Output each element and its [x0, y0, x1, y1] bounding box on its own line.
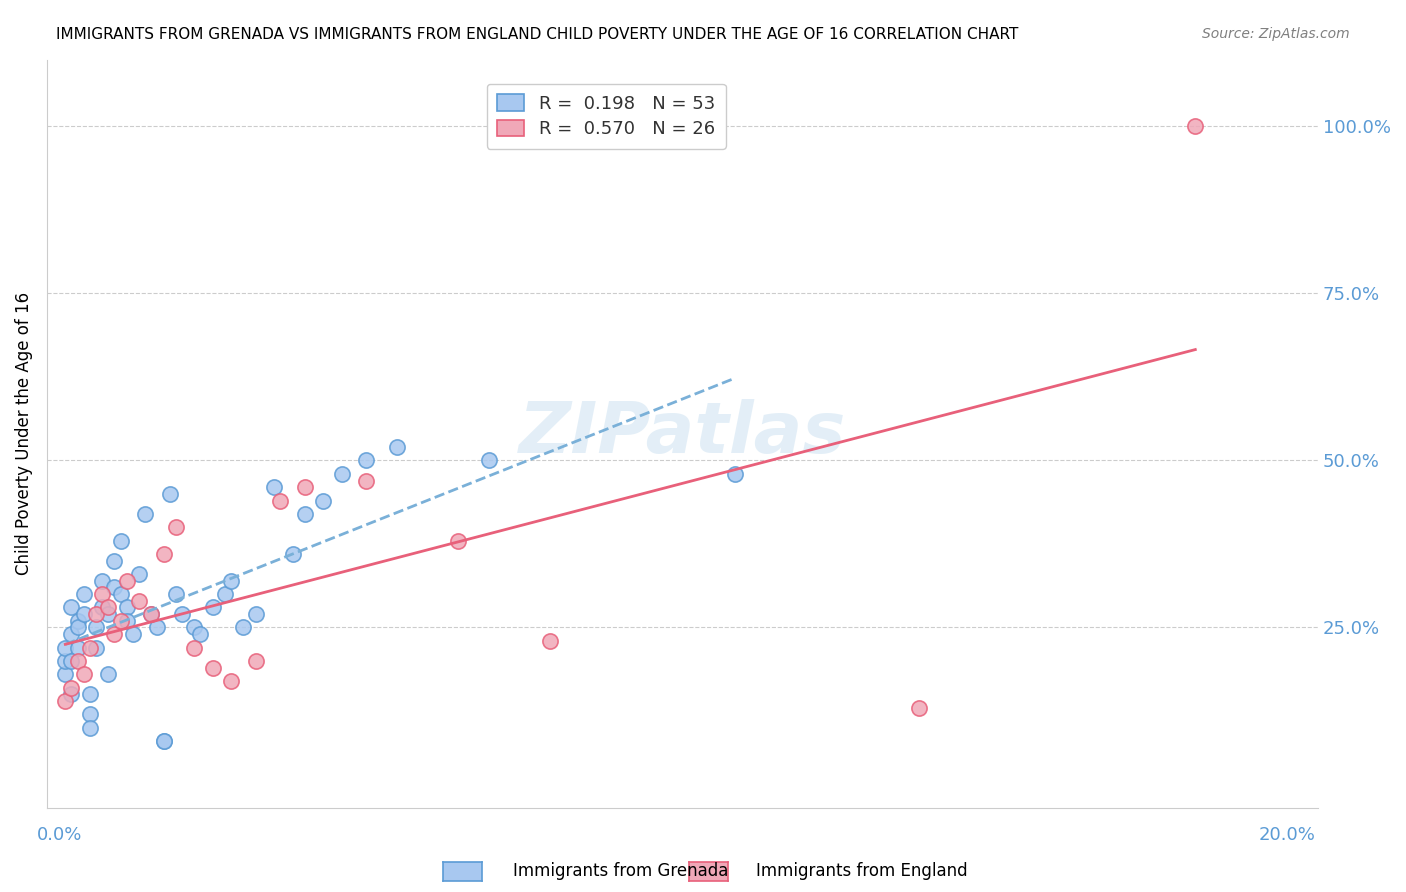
Point	[183, 640, 205, 655]
Point	[190, 627, 212, 641]
Point	[110, 614, 132, 628]
Point	[245, 654, 267, 668]
Point	[84, 640, 107, 655]
Text: ZIPatlas: ZIPatlas	[519, 400, 846, 468]
Point	[330, 467, 353, 481]
Point	[53, 654, 76, 668]
Point	[110, 533, 132, 548]
Point	[478, 453, 501, 467]
Point	[60, 627, 83, 641]
Point	[165, 520, 187, 534]
Text: IMMIGRANTS FROM GRENADA VS IMMIGRANTS FROM ENGLAND CHILD POVERTY UNDER THE AGE O: IMMIGRANTS FROM GRENADA VS IMMIGRANTS FR…	[56, 27, 1018, 42]
Point	[281, 547, 304, 561]
Point	[103, 554, 125, 568]
Point	[97, 667, 120, 681]
Point	[60, 681, 83, 695]
Point	[60, 654, 83, 668]
Point	[312, 493, 335, 508]
Point	[91, 574, 114, 588]
Point	[115, 600, 138, 615]
Point	[1184, 120, 1206, 134]
Point	[79, 721, 101, 735]
Point	[73, 667, 96, 681]
Point	[110, 587, 132, 601]
Point	[294, 480, 316, 494]
Point	[122, 627, 145, 641]
Point	[152, 547, 174, 561]
Point	[141, 607, 163, 621]
Point	[354, 474, 377, 488]
Point	[201, 660, 224, 674]
Point	[103, 581, 125, 595]
Point	[79, 707, 101, 722]
Point	[66, 614, 89, 628]
Point	[540, 633, 562, 648]
Text: Immigrants from England: Immigrants from England	[756, 863, 969, 880]
Point	[245, 607, 267, 621]
Point	[214, 587, 236, 601]
Point	[152, 734, 174, 748]
Point	[263, 480, 285, 494]
Point	[79, 687, 101, 701]
Point	[97, 600, 120, 615]
Point	[159, 487, 181, 501]
Text: 0.0%: 0.0%	[37, 826, 82, 844]
Y-axis label: Child Poverty Under the Age of 16: Child Poverty Under the Age of 16	[15, 293, 32, 575]
Point	[134, 507, 156, 521]
Point	[84, 620, 107, 634]
Point	[128, 567, 150, 582]
Point	[79, 640, 101, 655]
Point	[183, 620, 205, 634]
Point	[66, 620, 89, 634]
Point	[73, 607, 96, 621]
Point	[269, 493, 291, 508]
Legend: R =  0.198   N = 53, R =  0.570   N = 26: R = 0.198 N = 53, R = 0.570 N = 26	[486, 84, 725, 149]
Point	[53, 667, 76, 681]
Point	[128, 594, 150, 608]
Point	[294, 507, 316, 521]
Point	[354, 453, 377, 467]
Point	[165, 587, 187, 601]
Point	[66, 654, 89, 668]
Point	[60, 600, 83, 615]
Point	[141, 607, 163, 621]
Point	[219, 673, 242, 688]
Point	[53, 694, 76, 708]
Point	[152, 734, 174, 748]
Text: Immigrants from Grenada: Immigrants from Grenada	[513, 863, 728, 880]
Text: Source: ZipAtlas.com: Source: ZipAtlas.com	[1202, 27, 1350, 41]
Point	[53, 640, 76, 655]
Point	[115, 614, 138, 628]
Point	[170, 607, 193, 621]
Point	[66, 640, 89, 655]
Point	[91, 587, 114, 601]
Point	[91, 600, 114, 615]
Point	[115, 574, 138, 588]
Point	[219, 574, 242, 588]
Point	[103, 627, 125, 641]
Point	[73, 587, 96, 601]
Point	[447, 533, 470, 548]
Point	[908, 700, 931, 714]
Point	[201, 600, 224, 615]
Point	[146, 620, 169, 634]
Point	[60, 687, 83, 701]
Point	[232, 620, 254, 634]
Point	[97, 607, 120, 621]
Point	[724, 467, 747, 481]
Point	[84, 607, 107, 621]
Point	[385, 440, 408, 454]
Text: 20.0%: 20.0%	[1258, 826, 1316, 844]
